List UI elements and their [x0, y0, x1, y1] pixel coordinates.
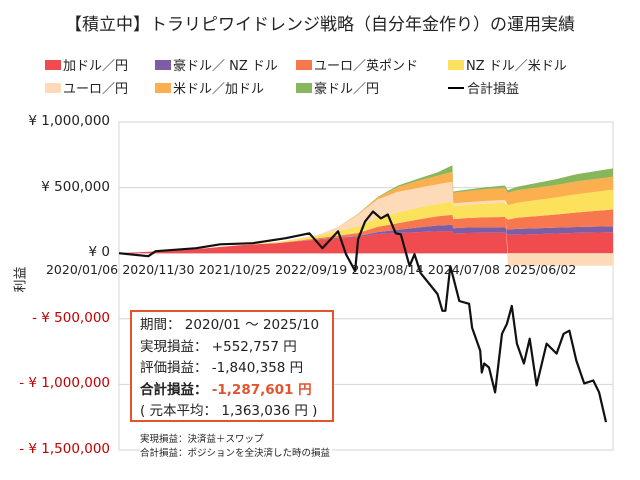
plot-border — [118, 121, 614, 451]
x-tick-label: 2022/09/19 — [275, 262, 348, 277]
legend-label: 合計損益 — [467, 82, 520, 97]
legend-item: ユーロ／円 — [45, 78, 128, 97]
realized-label: 実現損益： — [140, 338, 208, 355]
legend-label: ユーロ／英ポンド — [314, 59, 419, 74]
total-row: 合計損益： -1,287,601 円 — [140, 380, 332, 402]
x-tick-label: 2025/06/02 — [504, 262, 577, 277]
legend-label: 豪ドル／円 — [314, 82, 380, 97]
chart-title: 【積立中】トラリピワイドレンジ戦略（自分年金作り）の運用実績 — [65, 15, 575, 35]
legend-item: NZ ドル／米ドル — [448, 55, 567, 74]
legend-swatch — [45, 82, 61, 93]
legend-line-icon — [448, 86, 464, 89]
realized-row: 実現損益： +552,757 円 — [140, 337, 332, 359]
y-axis-title: 利益 — [13, 266, 29, 293]
note-total: 合計損益：ポジションを全決済した時の損益 — [140, 445, 333, 459]
legend-swatch — [45, 59, 61, 70]
area-series-1 — [119, 224, 613, 254]
area-series-5 — [119, 171, 613, 254]
legend-label: ユーロ／円 — [63, 82, 129, 97]
area-series-3 — [119, 189, 613, 254]
area-series-2 — [119, 209, 613, 254]
legend-item: 加ドル／円 — [45, 55, 128, 74]
legend-swatch — [155, 59, 171, 70]
legend-swatch — [155, 82, 171, 93]
period-row: 期間： 2020/01 ～ 2025/10 — [140, 315, 332, 337]
legend-item: 合計損益 — [448, 78, 519, 97]
y-tick-label: ¥ 0 — [88, 244, 110, 261]
legend-label: 加ドル／円 — [63, 59, 129, 74]
y-tick-label: - ¥ 500,000 — [32, 309, 110, 326]
area-series-4 — [119, 181, 613, 266]
period-label: 期間： — [140, 317, 181, 333]
principal-row: ( 元本平均： 1,363,036 円 ) — [140, 403, 318, 419]
total-pl-line — [118, 210, 608, 423]
unrealized-row: 評価損益： -1,840,358 円 — [140, 358, 332, 380]
x-tick-label: 2020/01/06 — [45, 262, 119, 277]
y-tick-label: ¥ 1,000,000 — [28, 113, 110, 129]
unrealized-label: 評価損益： — [140, 360, 208, 376]
area-series-6 — [119, 165, 613, 254]
legend-item: 豪ドル／円 — [296, 78, 379, 97]
y-tick-label: ¥ 500,000 — [41, 178, 110, 195]
total-value: -1,287,601 円 — [211, 381, 312, 398]
y-tick-label: - ¥ 1,500,000 — [19, 441, 110, 457]
summary-box: 期間： 2020/01 ～ 2025/10 実現損益： +552,757 円 評… — [130, 310, 334, 422]
note-realized: 実現損益：決済益＋スワップ — [140, 431, 266, 445]
y-tick-label: - ¥ 1,000,000 — [19, 375, 110, 392]
legend-item: ユーロ／英ポンド — [296, 55, 418, 74]
legend-swatch — [296, 82, 312, 93]
legend-label: 豪ドル／ NZ ドル — [173, 59, 278, 74]
realized-value: +552,757 円 — [211, 338, 297, 355]
legend-item: 米ドル／加ドル — [155, 78, 264, 97]
x-tick-label: 2021/10/25 — [198, 262, 271, 277]
x-tick-label: 2020/11/30 — [122, 262, 195, 277]
legend-swatch — [296, 59, 312, 70]
area-series-0 — [119, 231, 613, 254]
period-value: 2020/01 ～ 2025/10 — [184, 317, 320, 333]
total-label: 合計損益： — [140, 381, 208, 398]
x-tick-label: 2024/07/08 — [427, 262, 500, 277]
legend-item: 豪ドル／ NZ ドル — [155, 55, 278, 74]
unrealized-value: -1,840,358 円 — [211, 360, 304, 376]
legend-label: NZ ドル／米ドル — [466, 59, 567, 74]
legend-swatch — [448, 59, 464, 70]
x-tick-label: 2023/08/14 — [351, 262, 424, 277]
legend-label: 米ドル／加ドル — [173, 82, 265, 97]
